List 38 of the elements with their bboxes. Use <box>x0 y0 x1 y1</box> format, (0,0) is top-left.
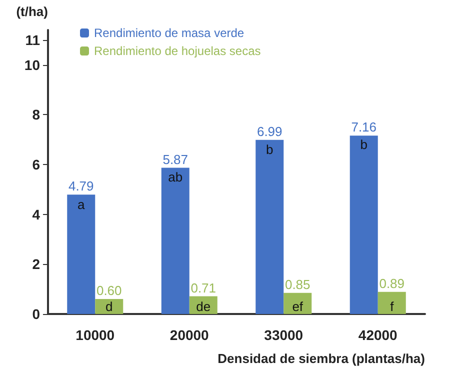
bar <box>350 136 378 314</box>
annotation: b <box>266 142 274 158</box>
y-tick-label: 6 <box>32 156 40 173</box>
x-tick-label: 42000 <box>358 327 398 343</box>
data-label: 0.60 <box>96 283 122 298</box>
y-tick-label: 4 <box>32 206 40 222</box>
bar <box>378 292 406 314</box>
annotation: f <box>390 299 394 314</box>
data-label: 5.87 <box>162 152 188 167</box>
data-label: 6.99 <box>256 124 282 139</box>
bar <box>284 292 312 314</box>
annotation: a <box>78 196 86 212</box>
legend-label: Rendimiento de hojuelas secas <box>94 44 261 58</box>
bar <box>67 194 96 314</box>
y-tick-label: 8 <box>32 106 40 123</box>
legend-label: Rendimiento de masa verde <box>94 26 244 40</box>
x-tick-label: 20000 <box>170 327 210 343</box>
y-axis-title: (t/ha) <box>16 4 48 19</box>
annotation: de <box>196 299 211 314</box>
y-tick-label: 2 <box>32 256 40 272</box>
y-tick-label: 0 <box>32 306 40 322</box>
bar <box>161 168 190 314</box>
annotation: ef <box>292 299 304 314</box>
x-axis-title: Densidad de siembra (plantas/ha) <box>218 351 425 366</box>
annotation: ab <box>168 169 183 184</box>
bar <box>95 299 124 314</box>
data-label: 0.71 <box>190 280 216 296</box>
data-label: 4.79 <box>68 178 94 194</box>
annotation: b <box>360 137 368 152</box>
bar <box>256 140 284 314</box>
y-tick-label: 10 <box>24 56 40 73</box>
x-tick-label: 10000 <box>76 327 115 343</box>
data-label: 0.85 <box>284 276 310 292</box>
annotation: d <box>106 299 113 314</box>
x-tick-label: 33000 <box>264 327 304 343</box>
data-label: 0.89 <box>379 276 405 291</box>
y-tick-label: 11 <box>25 32 40 48</box>
data-label: 7.16 <box>351 120 377 135</box>
